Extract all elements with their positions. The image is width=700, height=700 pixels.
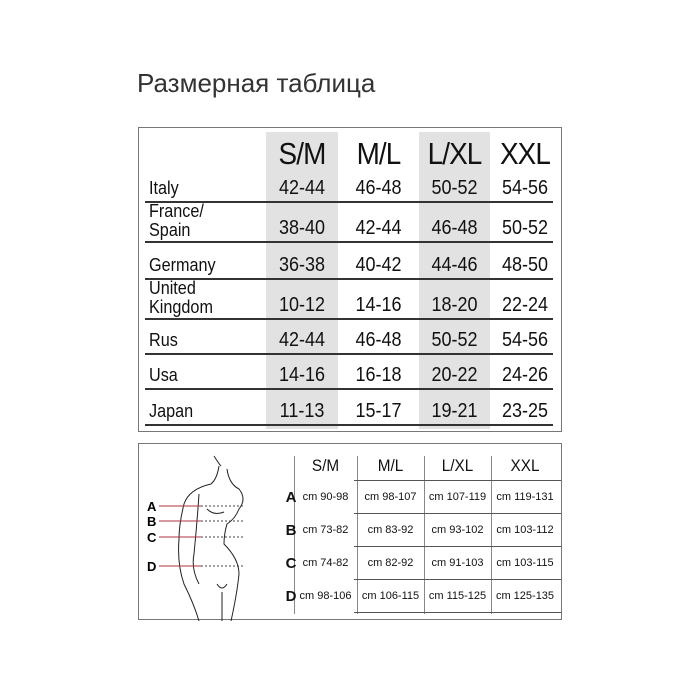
size-header: S/M xyxy=(278,136,327,171)
row-divider xyxy=(145,318,553,320)
column-divider xyxy=(357,456,358,614)
row-divider xyxy=(354,480,561,481)
column-shade xyxy=(419,132,490,429)
size-value: 15-17 xyxy=(355,400,402,422)
size-value: 46-48 xyxy=(355,177,402,199)
size-value: 50-52 xyxy=(431,177,478,199)
size-header: S/M xyxy=(311,456,340,475)
size-header: XXL xyxy=(499,136,551,171)
measurement-value: cm 115-125 xyxy=(428,590,487,602)
row-divider xyxy=(354,513,561,514)
row-divider xyxy=(145,388,553,390)
row-divider xyxy=(354,612,561,613)
measurement-value: cm 103-112 xyxy=(496,524,554,536)
size-value: 40-42 xyxy=(355,254,402,276)
size-value: 44-46 xyxy=(431,254,478,276)
size-header: M/L xyxy=(377,456,404,475)
size-value: 14-16 xyxy=(278,364,326,386)
row-divider xyxy=(145,353,553,355)
measurement-value: cm 106-115 xyxy=(361,590,420,602)
size-value: 19-21 xyxy=(431,400,478,422)
country-label: Germany xyxy=(149,255,216,275)
row-divider xyxy=(145,201,553,203)
size-value: 38-40 xyxy=(278,217,326,239)
measurement-value: cm 103-115 xyxy=(496,557,554,569)
measurement-value: cm 73-82 xyxy=(302,524,349,536)
size-header: M/L xyxy=(356,136,402,171)
size-value: 46-48 xyxy=(431,217,478,239)
size-value: 36-38 xyxy=(278,254,326,276)
size-value: 42-44 xyxy=(278,329,326,351)
measurement-value: cm 98-106 xyxy=(299,590,352,602)
column-divider xyxy=(491,456,492,614)
country-label: United Kingdom xyxy=(149,278,213,317)
figure-marker-label: B xyxy=(147,514,156,529)
size-value: 18-20 xyxy=(431,294,478,316)
size-value: 11-13 xyxy=(279,400,325,422)
measurement-value: cm 119-131 xyxy=(496,491,554,503)
column-shade xyxy=(266,132,338,429)
measurement-label: A xyxy=(285,489,297,506)
size-value: 42-44 xyxy=(278,177,326,199)
size-conversion-table: S/M M/L L/XL XXL Italy 42-44 46-48 50-52 54-56 Fr… xyxy=(138,127,562,432)
size-value: 48-50 xyxy=(501,254,549,276)
measurement-label: D xyxy=(285,588,297,605)
size-value: 23-25 xyxy=(501,400,549,422)
size-value: 50-52 xyxy=(431,329,478,351)
size-value: 54-56 xyxy=(501,177,549,199)
measurement-value: cm 125-135 xyxy=(495,590,555,602)
measurement-label: B xyxy=(285,522,297,539)
figure-marker-label: C xyxy=(147,530,157,545)
size-value: 16-18 xyxy=(355,364,402,386)
country-label: Usa xyxy=(149,365,178,385)
size-value: 54-56 xyxy=(501,329,549,351)
size-value: 20-22 xyxy=(431,364,478,386)
size-header: XXL xyxy=(510,456,540,475)
measurement-value: cm 107-119 xyxy=(428,491,487,503)
size-value: 50-52 xyxy=(501,217,549,239)
measurement-value: cm 98-107 xyxy=(364,491,417,503)
size-value: 42-44 xyxy=(355,217,402,239)
row-divider xyxy=(145,424,553,426)
measurement-label: C xyxy=(285,555,297,572)
size-value: 46-48 xyxy=(355,329,402,351)
size-header: L/XL xyxy=(441,456,474,475)
size-header: L/XL xyxy=(427,136,483,171)
size-value: 24-26 xyxy=(501,364,549,386)
row-divider xyxy=(145,278,553,280)
page-title: Размерная таблица xyxy=(137,68,376,98)
row-divider xyxy=(145,241,553,243)
country-label: France/ Spain xyxy=(149,201,204,240)
row-divider xyxy=(354,546,561,547)
size-value: 14-16 xyxy=(355,294,402,316)
size-value: 10-12 xyxy=(278,294,326,316)
row-divider xyxy=(354,579,561,580)
measurement-value: cm 82-92 xyxy=(367,557,414,569)
size-value: 22-24 xyxy=(501,294,549,316)
country-label: Rus xyxy=(149,330,178,350)
country-label: Japan xyxy=(149,401,194,421)
column-divider xyxy=(294,456,295,614)
measurement-value: cm 90-98 xyxy=(302,491,349,503)
column-divider xyxy=(424,456,425,614)
figure-marker-label: A xyxy=(147,499,157,514)
country-label: Italy xyxy=(149,178,179,198)
measurement-value: cm 93-102 xyxy=(431,524,484,536)
measurement-value: cm 74-82 xyxy=(302,557,349,569)
figure-marker-label: D xyxy=(147,559,156,574)
measurement-value: cm 91-103 xyxy=(431,557,484,569)
measurement-value: cm 83-92 xyxy=(367,524,414,536)
